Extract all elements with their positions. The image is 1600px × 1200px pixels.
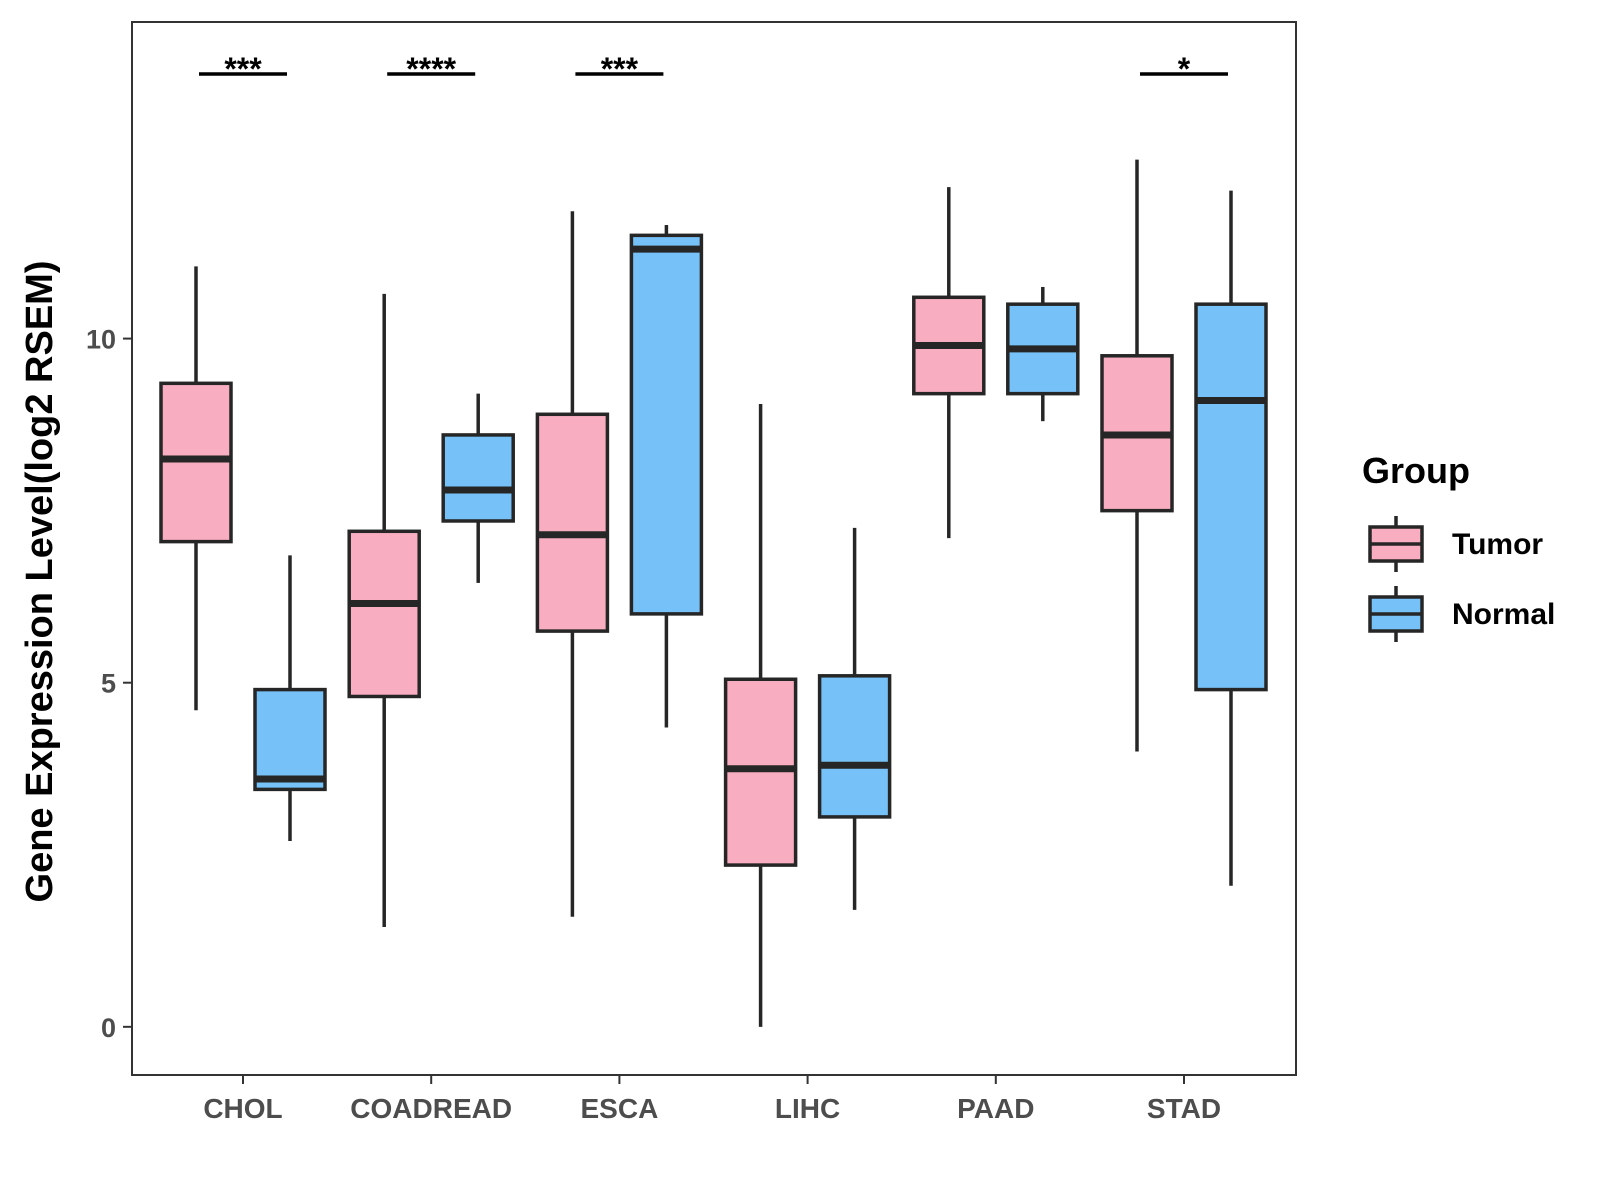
legend-label: Normal	[1452, 598, 1555, 631]
legend-key-normal	[1370, 586, 1422, 642]
box-normal-stad	[1196, 191, 1266, 886]
box-tumor-esca	[537, 211, 607, 916]
y-tick-label: 10	[86, 325, 116, 355]
box-iqr	[537, 414, 607, 631]
box-normal-coadread	[443, 394, 513, 583]
panel-border	[132, 22, 1296, 1075]
box-tumor-stad	[1102, 160, 1172, 752]
box-iqr	[820, 676, 890, 817]
legend-title: Group	[1362, 450, 1470, 491]
significance-label: ***	[601, 51, 639, 87]
legend-label: Tumor	[1452, 528, 1543, 561]
x-tick-label: COADREAD	[350, 1093, 512, 1124]
x-tick-label: PAAD	[957, 1093, 1034, 1124]
legend: Group Tumor Normal	[1362, 450, 1555, 642]
x-tick-label: ESCA	[581, 1093, 659, 1124]
box-iqr	[631, 235, 701, 614]
box-iqr	[1196, 304, 1266, 689]
plot-area: 0 5 10 CHOL COADREAD ESCA LIHC PAAD STAD Gene Exp…	[19, 22, 1296, 1124]
y-tick-label: 0	[101, 1013, 116, 1043]
box-iqr	[349, 531, 419, 696]
box-normal-lihc	[820, 528, 890, 910]
box-tumor-lihc	[726, 404, 796, 1027]
box-normal-esca	[631, 225, 701, 727]
significance-label: ****	[406, 51, 456, 87]
box-iqr	[255, 690, 325, 790]
significance-label: ***	[224, 51, 262, 87]
box-normal-chol	[255, 555, 325, 841]
x-tick-label: LIHC	[775, 1093, 840, 1124]
box-iqr	[443, 435, 513, 521]
legend-key-tumor	[1370, 516, 1422, 572]
y-axis-title: Gene Expression Level(log2 RSEM)	[19, 261, 61, 903]
y-tick-label: 5	[101, 669, 116, 699]
box-tumor-chol	[161, 266, 231, 710]
x-tick-label: CHOL	[203, 1093, 282, 1124]
box-tumor-paad	[914, 187, 984, 538]
significance-label: *	[1178, 51, 1191, 87]
box-normal-paad	[1008, 287, 1078, 421]
box-tumor-coadread	[349, 294, 419, 927]
x-tick-label: STAD	[1147, 1093, 1221, 1124]
